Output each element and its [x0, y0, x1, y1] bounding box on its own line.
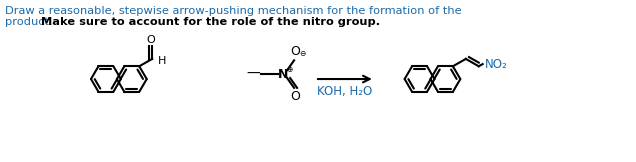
Text: ⊕: ⊕	[286, 65, 293, 74]
Text: NO₂: NO₂	[485, 58, 508, 71]
Text: product.: product.	[5, 17, 57, 27]
Text: Make sure to account for the role of the nitro group.: Make sure to account for the role of the…	[41, 17, 380, 27]
Text: ⊖: ⊖	[299, 49, 305, 58]
Text: O: O	[290, 90, 300, 103]
Text: Draw a reasonable, stepwise arrow-pushing mechanism for the formation of the: Draw a reasonable, stepwise arrow-pushin…	[5, 6, 462, 16]
Text: H: H	[158, 56, 167, 66]
Text: KOH, H₂O: KOH, H₂O	[317, 85, 373, 98]
Text: O: O	[290, 45, 300, 58]
Text: O: O	[147, 35, 156, 45]
Text: —: —	[247, 67, 260, 81]
Text: N: N	[278, 68, 288, 81]
